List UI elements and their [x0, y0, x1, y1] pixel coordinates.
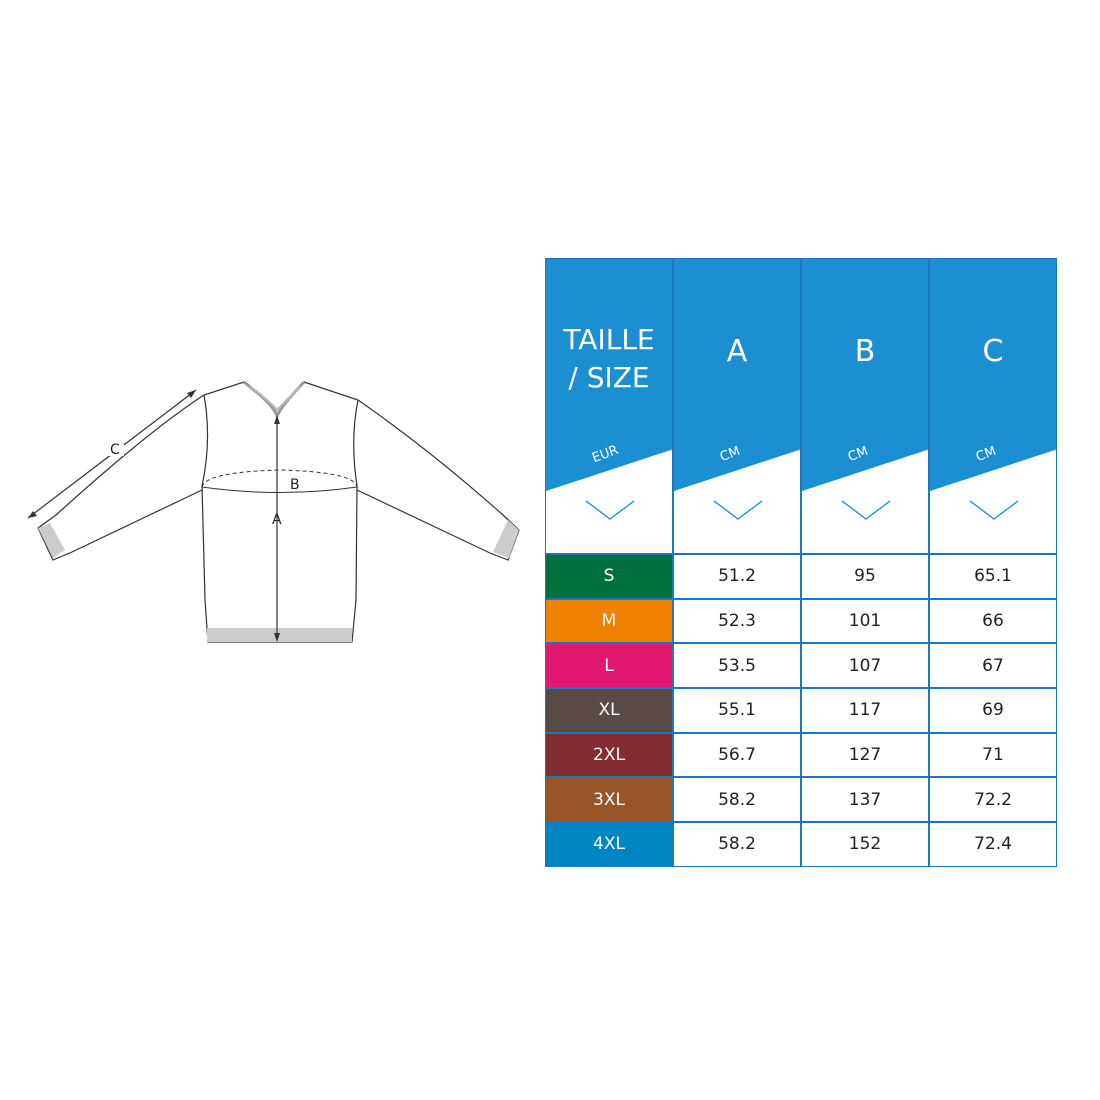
size-cell: L — [545, 643, 673, 689]
header-size: TAILLE / SIZE EUR — [545, 258, 673, 554]
size-cell: 3XL — [545, 777, 673, 823]
value-a-cell: 53.5 — [673, 643, 801, 689]
header-c: C CM — [929, 258, 1057, 554]
size-cell: XL — [545, 688, 673, 733]
header-title: B — [854, 334, 876, 369]
sweater-diagram: A B C — [27, 380, 520, 643]
chevron-down-icon — [842, 500, 890, 520]
chevron-down-icon — [970, 500, 1018, 520]
value-c-cell: 65.1 — [929, 554, 1057, 599]
value-b-cell: 117 — [801, 688, 929, 733]
right-cuff — [493, 520, 519, 558]
table-row: M 52.3 101 66 — [545, 598, 1059, 644]
table-row: L 53.5 107 67 — [545, 643, 1059, 689]
value-b-cell: 152 — [801, 822, 929, 867]
table-body: S 51.2 95 65.1 M 52.3 101 66 L 53.5 107 67 XL 55.1 117… — [545, 554, 1059, 867]
left-sleeve — [37, 394, 205, 561]
header-title: A — [726, 334, 748, 369]
value-c-cell: 67 — [929, 643, 1057, 689]
value-c-cell: 69 — [929, 688, 1057, 733]
value-a-cell: 55.1 — [673, 688, 801, 733]
right-sleeve — [356, 399, 520, 561]
table-row: XL 55.1 117 69 — [545, 688, 1059, 733]
value-c-cell: 72.2 — [929, 777, 1057, 823]
header-b: B CM — [801, 258, 929, 554]
size-cell: 2XL — [545, 732, 673, 778]
size-cell: M — [545, 598, 673, 644]
table-header: TAILLE / SIZE EUR A CM B CM C CM — [545, 258, 1059, 554]
header-title: TAILLE / SIZE — [563, 323, 655, 394]
value-b-cell: 127 — [801, 732, 929, 778]
header-title: C — [982, 334, 1004, 369]
measure-label-b: B — [290, 477, 300, 493]
value-a-cell: 51.2 — [673, 554, 801, 599]
table-row: 4XL 58.2 152 72.4 — [545, 822, 1059, 867]
size-table: TAILLE / SIZE EUR A CM B CM C CM S 51.2 95… — [545, 258, 1059, 867]
value-b-cell: 101 — [801, 598, 929, 644]
value-c-cell: 72.4 — [929, 822, 1057, 867]
value-b-cell: 95 — [801, 554, 929, 599]
value-a-cell: 58.2 — [673, 822, 801, 867]
value-a-cell: 52.3 — [673, 598, 801, 644]
value-b-cell: 137 — [801, 777, 929, 823]
value-b-cell: 107 — [801, 643, 929, 689]
table-row: 2XL 56.7 127 71 — [545, 732, 1059, 778]
left-cuff — [38, 523, 65, 558]
chevron-down-icon — [586, 500, 634, 520]
header-a: A CM — [673, 258, 801, 554]
chevron-down-icon — [714, 500, 762, 520]
value-a-cell: 58.2 — [673, 777, 801, 823]
size-cell: S — [545, 554, 673, 599]
table-row: S 51.2 95 65.1 — [545, 554, 1059, 599]
measure-label-a: A — [272, 512, 282, 528]
measure-label-c: C — [110, 442, 120, 458]
value-c-cell: 66 — [929, 598, 1057, 644]
size-cell: 4XL — [545, 822, 673, 867]
value-c-cell: 71 — [929, 732, 1057, 778]
table-row: 3XL 58.2 137 72.2 — [545, 777, 1059, 823]
waist-ribbing — [207, 628, 352, 642]
value-a-cell: 56.7 — [673, 732, 801, 778]
